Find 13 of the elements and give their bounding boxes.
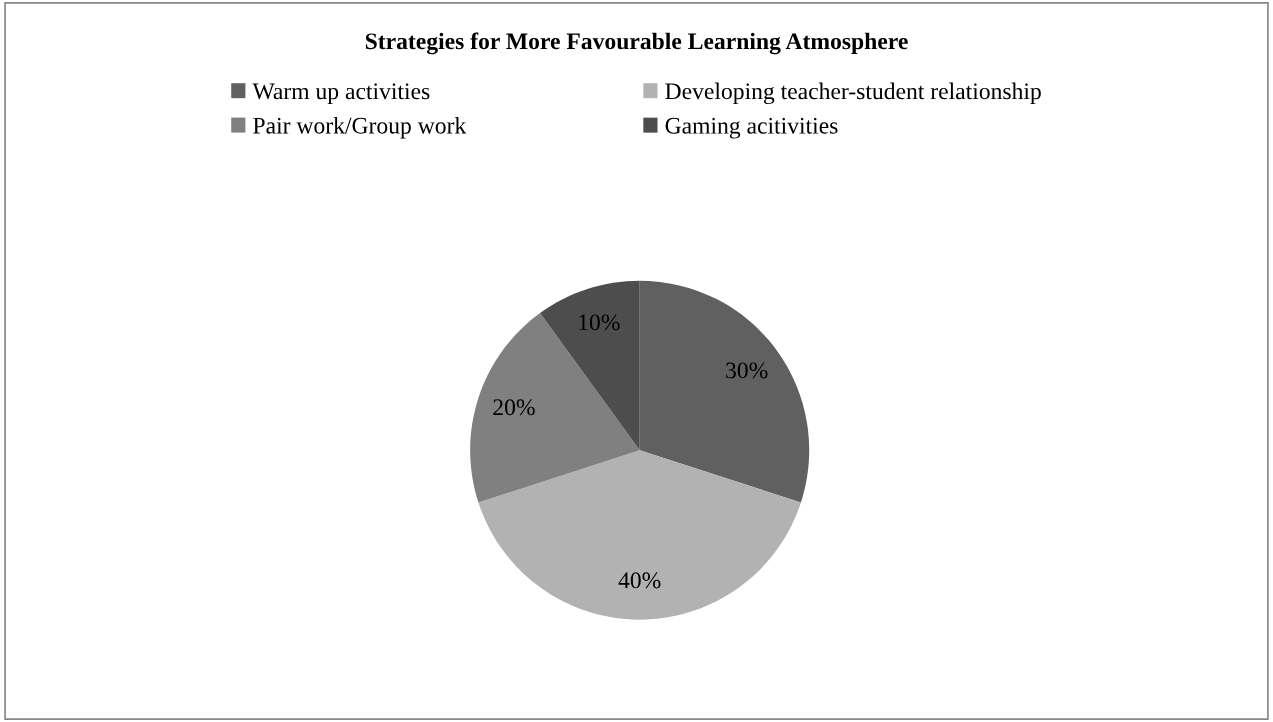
chart-title: Strategies for More Favourable Learning Atmosphere <box>365 32 908 55</box>
legend-label: Pair work/Group work <box>253 117 467 139</box>
legend-label: Developing teacher-student relationship <box>665 82 1041 105</box>
pie-slice <box>540 280 640 451</box>
pie-slice <box>470 313 640 503</box>
data-label: 40% <box>618 572 661 589</box>
pie-slice <box>639 280 810 503</box>
data-label: 20% <box>493 399 535 416</box>
legend-label: Gaming acitivities <box>665 117 838 139</box>
pie-slice <box>478 450 801 620</box>
data-label: 30% <box>726 362 768 379</box>
data-label: 10% <box>579 314 620 331</box>
legend-label: Warm up activities <box>252 83 430 105</box>
